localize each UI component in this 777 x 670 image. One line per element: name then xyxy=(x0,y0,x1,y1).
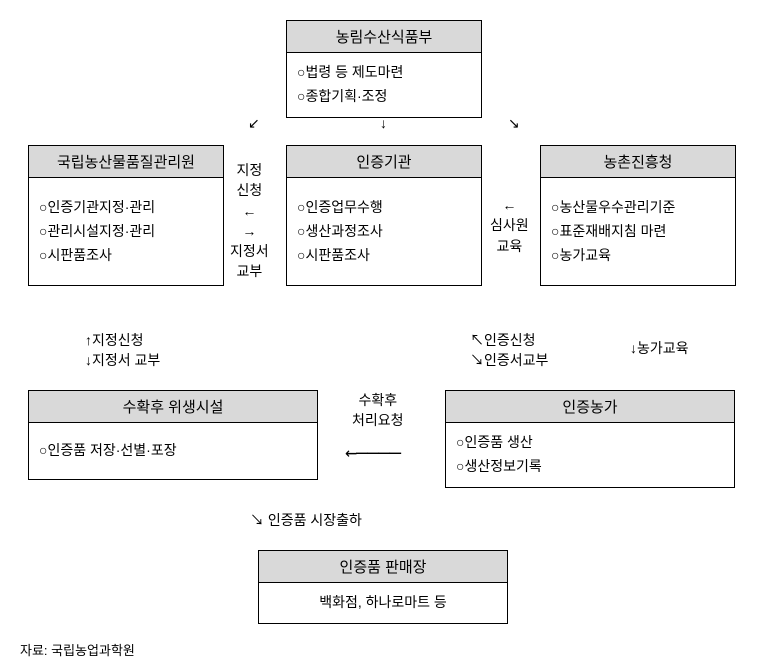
box-top: 농림수산식품부 ○법령 등 제도마련 ○종합기획·조정 xyxy=(286,20,482,118)
label-right-down-2: ↓농가교육 xyxy=(630,338,689,358)
box-right-body: ○농산물우수관리기준 ○표준재배지침 마련 ○농가교육 xyxy=(541,178,735,285)
box-left-body: ○인증기관지정·관리 ○관리시설지정·관리 ○시판품조사 xyxy=(29,178,223,285)
box-bot-right-item-1: ○생산정보기록 xyxy=(456,455,724,479)
label-mid-left: 지정 신청 ← → 지정서 교부 xyxy=(230,160,269,282)
box-bot-left-item-0: ○인증품 저장·선별·포장 xyxy=(39,439,307,463)
box-top-item-0: ○법령 등 제도마련 xyxy=(297,61,471,85)
arrow-top-right: ↘ xyxy=(508,115,520,132)
box-bot-right-title: 인증농가 xyxy=(446,391,734,423)
arrow-top-left: ↙ xyxy=(248,115,260,132)
box-bottom-body: 백화점, 하나로마트 등 xyxy=(259,583,507,623)
box-mid-item-2: ○시판품조사 xyxy=(297,244,471,268)
box-bottom-title: 인증품 판매장 xyxy=(259,551,507,583)
box-bot-left-title: 수확후 위생시설 xyxy=(29,391,317,423)
box-left-item-0: ○인증기관지정·관리 xyxy=(39,196,213,220)
box-right-item-0: ○농산물우수관리기준 xyxy=(551,196,725,220)
label-mid-right: ← 심사원 교육 xyxy=(490,195,529,256)
label-center-flow: 수확후 처리요청 xyxy=(352,390,404,431)
box-top-body: ○법령 등 제도마련 ○종합기획·조정 xyxy=(287,53,481,117)
arrow-long: ←———— xyxy=(345,440,400,464)
box-mid-title: 인증기관 xyxy=(287,146,481,178)
box-right-item-1: ○표준재배지침 마련 xyxy=(551,220,725,244)
box-left-item-1: ○관리시설지정·관리 xyxy=(39,220,213,244)
arrow-top-mid: ↓ xyxy=(380,115,387,131)
box-bottom: 인증품 판매장 백화점, 하나로마트 등 xyxy=(258,550,508,624)
box-bot-left-body: ○인증품 저장·선별·포장 xyxy=(29,423,317,479)
box-bot-right-item-0: ○인증품 생산 xyxy=(456,431,724,455)
box-mid-body: ○인증업무수행 ○생산과정조사 ○시판품조사 xyxy=(287,178,481,285)
source-label: 자료: 국립농업과학원 xyxy=(20,640,135,659)
box-bot-right: 인증농가 ○인증품 생산 ○생산정보기록 xyxy=(445,390,735,488)
box-bot-left: 수확후 위생시설 ○인증품 저장·선별·포장 xyxy=(28,390,318,480)
box-top-title: 농림수산식품부 xyxy=(287,21,481,53)
box-mid-item-1: ○생산과정조사 xyxy=(297,220,471,244)
box-left-item-2: ○시판품조사 xyxy=(39,244,213,268)
box-right: 농촌진흥청 ○농산물우수관리기준 ○표준재배지침 마련 ○농가교육 xyxy=(540,145,736,286)
label-left-down: ↑지정신청 ↓지정서 교부 xyxy=(85,330,160,371)
box-left: 국립농산물품질관리원 ○인증기관지정·관리 ○관리시설지정·관리 ○시판품조사 xyxy=(28,145,224,286)
label-right-down-1: ↖인증신청 ↘인증서교부 xyxy=(470,330,548,371)
box-right-title: 농촌진흥청 xyxy=(541,146,735,178)
box-left-title: 국립농산물품질관리원 xyxy=(29,146,223,178)
box-right-item-2: ○농가교육 xyxy=(551,244,725,268)
box-bot-right-body: ○인증품 생산 ○생산정보기록 xyxy=(446,423,734,487)
label-market: ↘ 인증품 시장출하 xyxy=(250,510,362,530)
box-mid-item-0: ○인증업무수행 xyxy=(297,196,471,220)
box-mid: 인증기관 ○인증업무수행 ○생산과정조사 ○시판품조사 xyxy=(286,145,482,286)
box-top-item-1: ○종합기획·조정 xyxy=(297,85,471,109)
